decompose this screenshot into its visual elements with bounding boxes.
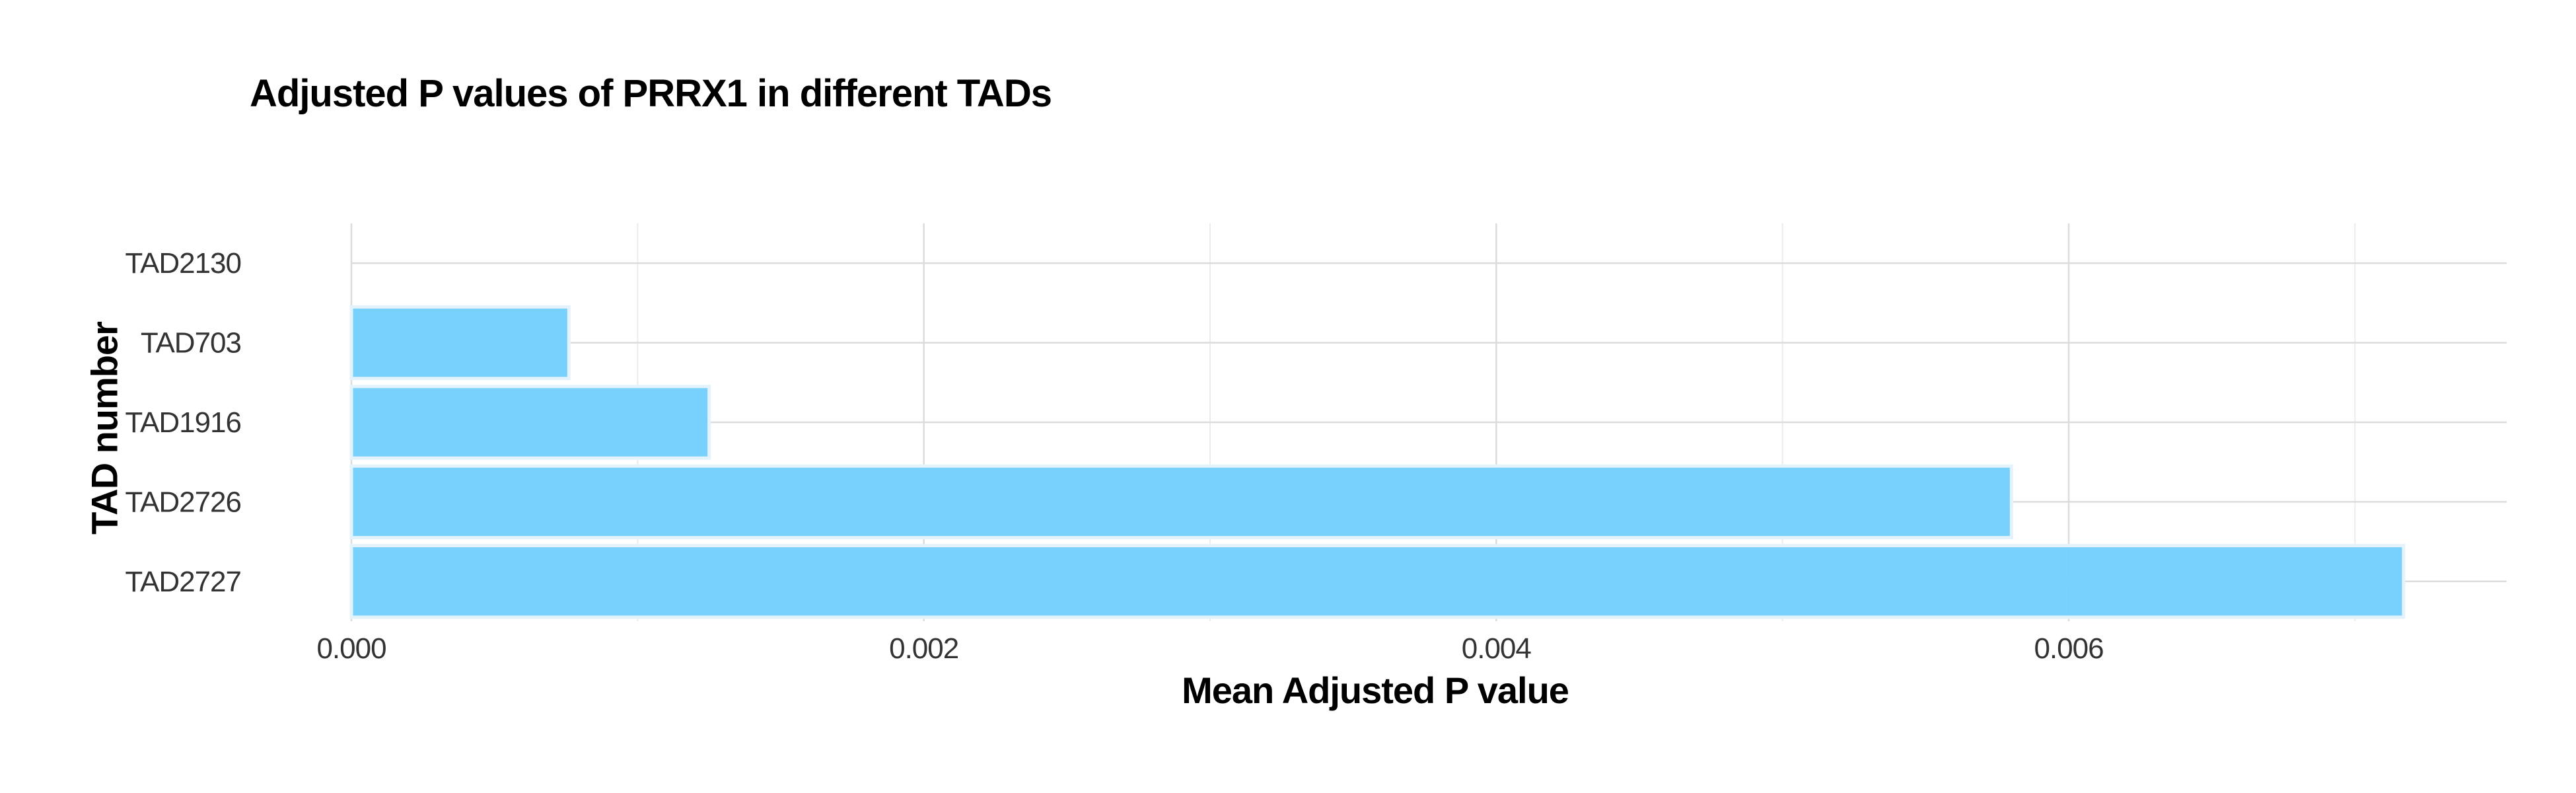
x-tick-label: 0.002 (889, 632, 958, 665)
chart-title: Adjusted P values of PRRX1 in different … (250, 72, 1052, 115)
x-axis-title: Mean Adjusted P value (1182, 669, 1569, 711)
y-tick-label: TAD2130 (125, 247, 241, 280)
bar (349, 544, 2406, 619)
bar (349, 464, 2013, 540)
y-tick-label: TAD1916 (125, 406, 241, 439)
y-tick-label: TAD2727 (125, 566, 241, 598)
y-tick-label: TAD2726 (125, 486, 241, 518)
x-tick-label: 0.000 (316, 632, 386, 665)
x-tick-label: 0.004 (1462, 632, 1532, 665)
bar (349, 385, 711, 460)
y-axis-title: TAD number (83, 322, 125, 535)
y-tick-label: TAD703 (141, 327, 241, 359)
x-tick-label: 0.006 (2034, 632, 2103, 665)
bar (349, 305, 571, 381)
